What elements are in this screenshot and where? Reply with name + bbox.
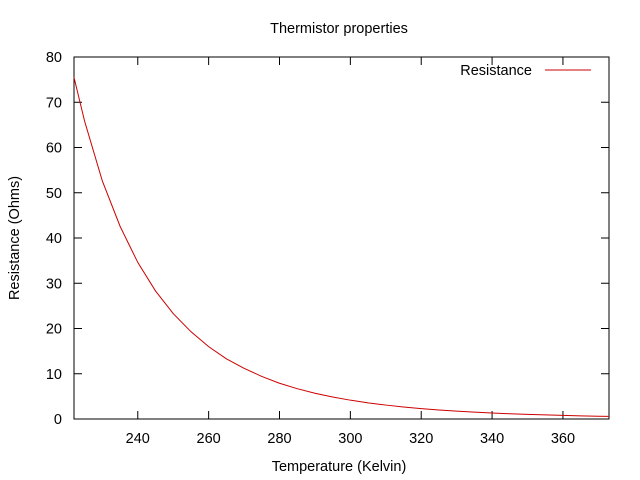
chart-title: Thermistor properties [270,21,408,37]
x-tick-label: 240 [126,431,150,447]
x-tick-label: 320 [409,431,433,447]
series-line-resistance [73,77,610,417]
y-tick-label: 60 [46,141,62,157]
x-tick-label: 300 [338,431,362,447]
y-tick-label: 40 [46,231,62,247]
axes: 0 10 20 30 40 50 60 70 80 240 260 280 300 320 340 360 [46,50,610,447]
x-tick-label: 280 [267,431,291,447]
y-tick-label: 0 [54,412,62,428]
plot-series [73,77,610,417]
legend-label: Resistance [460,63,532,79]
x-tick-label: 260 [197,431,221,447]
y-axis-label: Resistance (Ohms) [7,176,23,300]
plot-frame [73,56,610,420]
y-tick-label: 70 [46,95,62,111]
y-tick-label: 80 [46,50,62,66]
y-tick-label: 20 [46,322,62,338]
y-tick-label: 10 [46,367,62,383]
legend: Resistance [460,63,591,79]
y-tick-label: 30 [46,276,62,292]
x-axis-label: Temperature (Kelvin) [272,459,407,475]
y-tick-label: 50 [46,186,62,202]
x-tick-label: 340 [480,431,504,447]
x-tick-label: 360 [551,431,575,447]
